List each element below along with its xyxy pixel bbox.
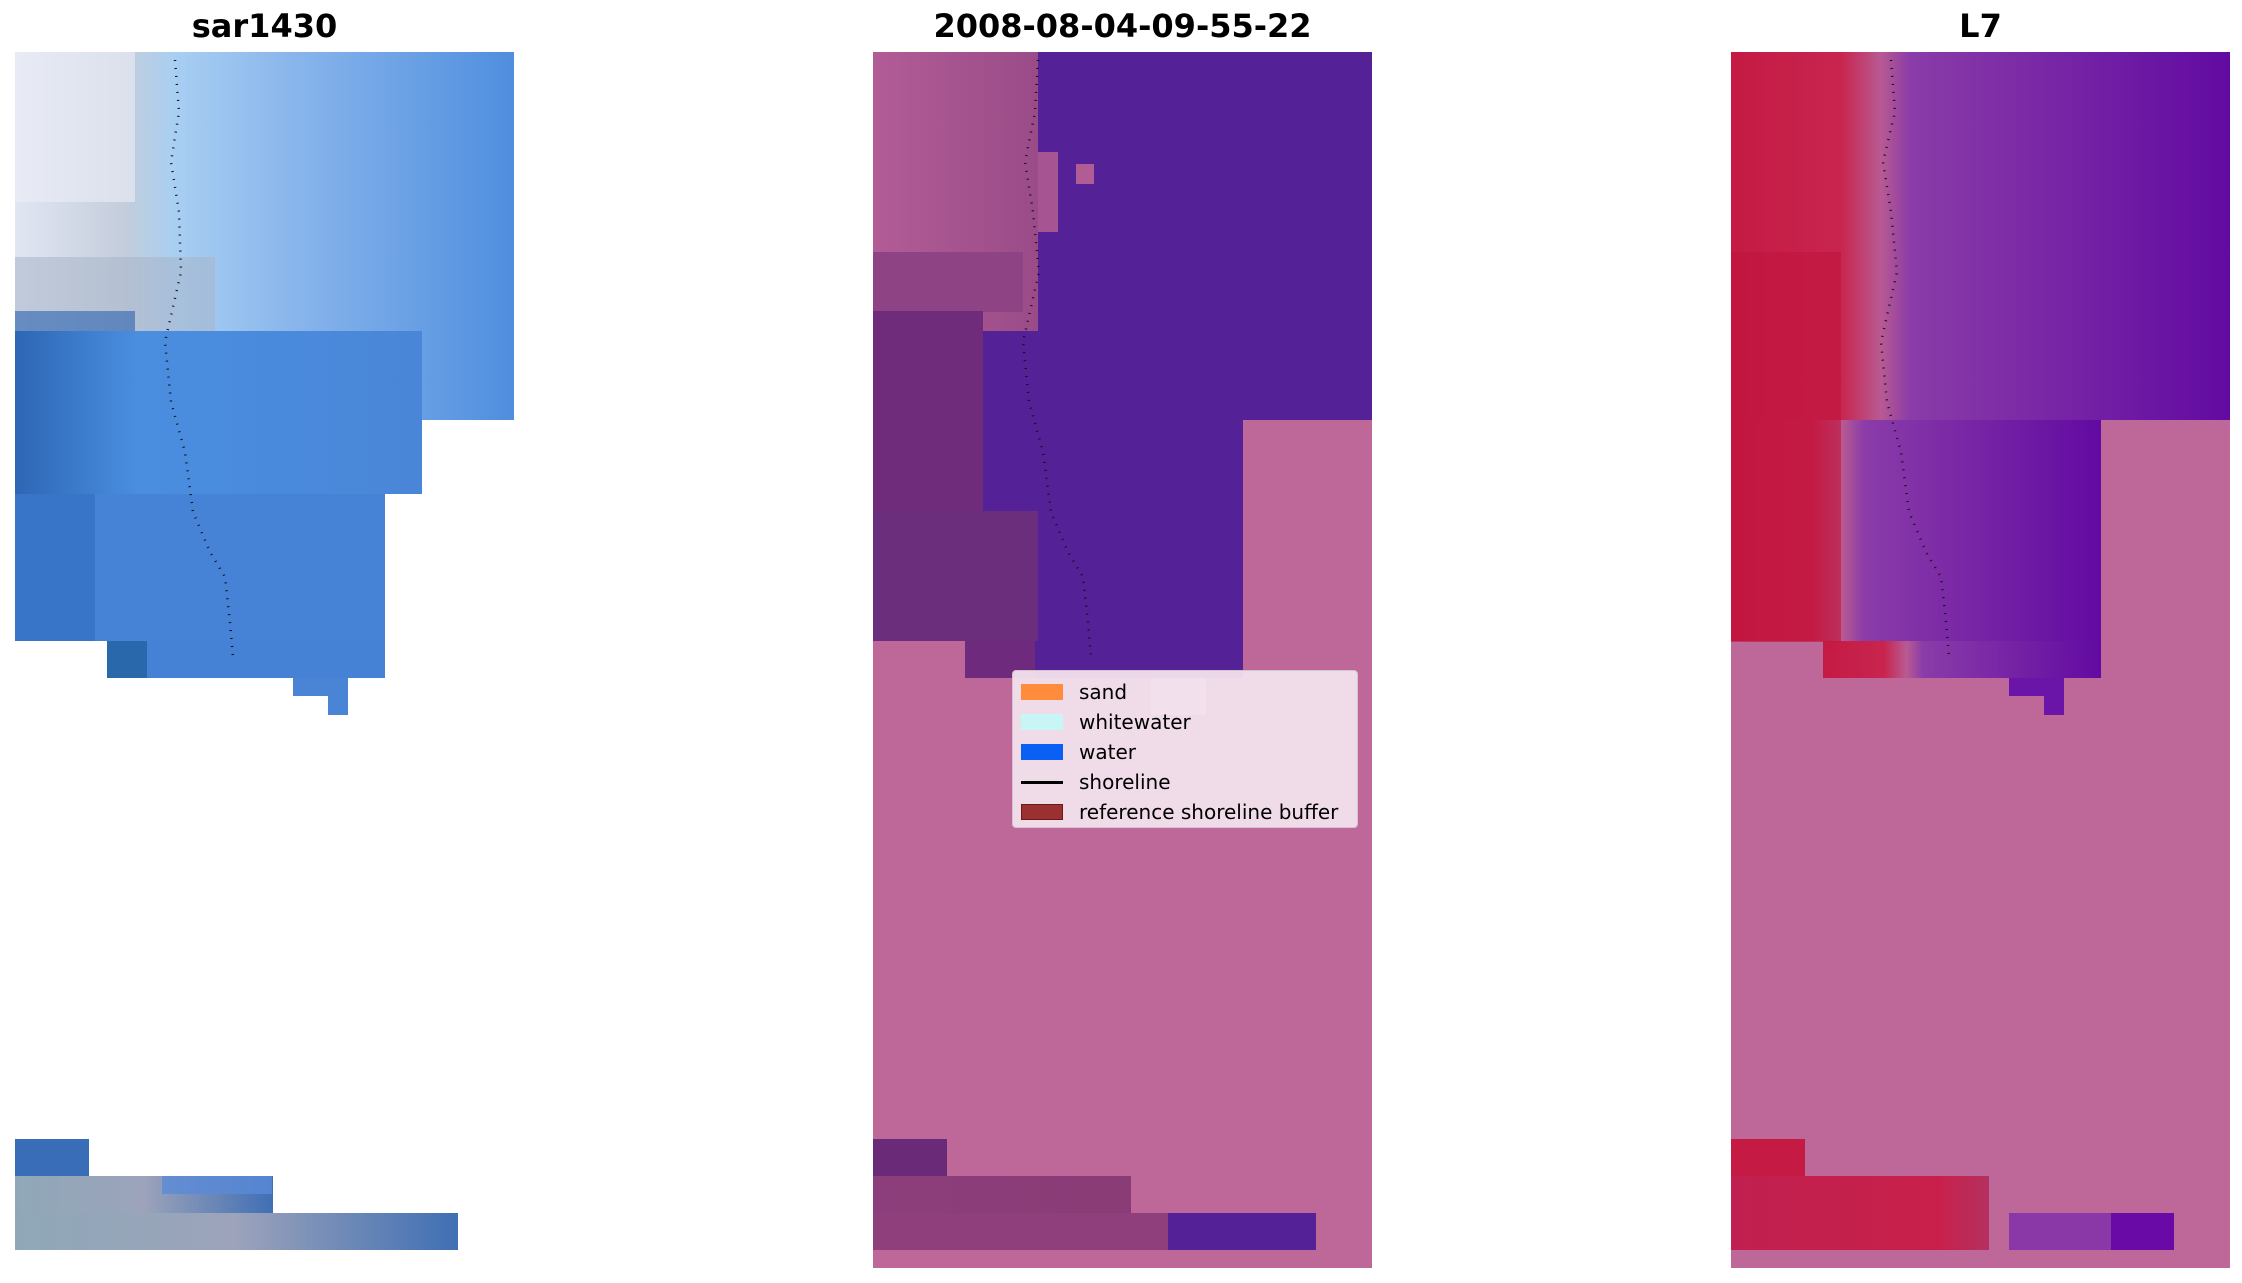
legend-item-shoreline: shoreline: [1021, 767, 1349, 797]
legend-line-shoreline: [1021, 780, 1063, 784]
legend-swatch-reference-buffer: [1021, 804, 1063, 820]
rgb-image-panel: [15, 52, 514, 1250]
legend-item-reference-buffer: reference shoreline buffer: [1021, 797, 1349, 827]
classified-image-panel: [873, 52, 1372, 1268]
legend-swatch-sand: [1021, 684, 1063, 700]
rgb-image-data: [15, 52, 514, 1250]
classified-image-data: [873, 52, 1372, 1268]
legend-item-water: water: [1021, 737, 1349, 767]
index-image-panel: [1731, 52, 2230, 1268]
panel-title-rgb: sar1430: [191, 7, 338, 45]
legend-label-reference-buffer: reference shoreline buffer: [1079, 800, 1339, 824]
legend-label-water: water: [1079, 740, 1136, 764]
legend-label-whitewater: whitewater: [1079, 710, 1191, 734]
legend-swatch-whitewater: [1021, 714, 1063, 730]
legend-swatch-water: [1021, 744, 1063, 760]
legend-item-whitewater: whitewater: [1021, 707, 1349, 737]
legend-label-shoreline: shoreline: [1079, 770, 1171, 794]
legend-label-sand: sand: [1079, 680, 1128, 704]
legend: sand whitewater water shoreline referenc…: [1012, 670, 1358, 828]
panel-title-classified: 2008-08-04-09-55-22: [933, 7, 1312, 45]
legend-item-sand: sand: [1021, 677, 1349, 707]
panel-title-index: L7: [1959, 7, 2002, 45]
index-image-data: [1731, 52, 2230, 1268]
